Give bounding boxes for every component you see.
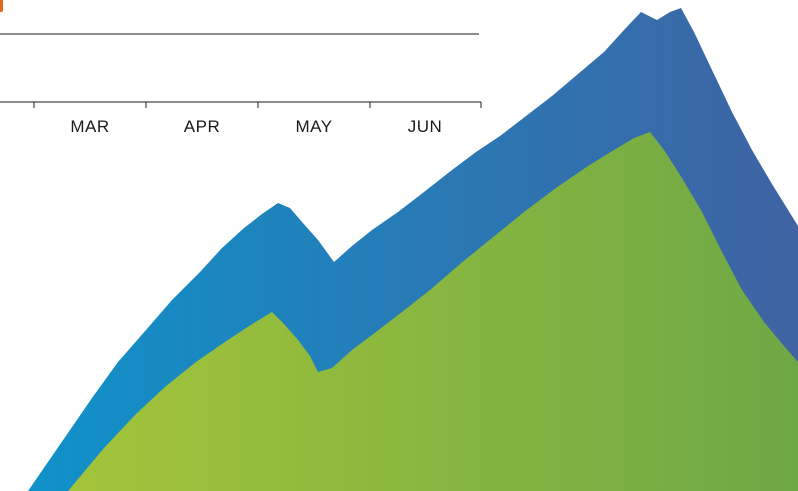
green-mountain-band	[68, 132, 798, 491]
month-label-jun: JUN	[408, 117, 443, 136]
corner-accent-mark	[0, 0, 3, 12]
month-label-apr: APR	[184, 117, 220, 136]
month-axis: MAR APR MAY JUN	[0, 101, 482, 136]
month-label-mar: MAR	[70, 117, 109, 136]
month-label-may: MAY	[295, 117, 332, 136]
